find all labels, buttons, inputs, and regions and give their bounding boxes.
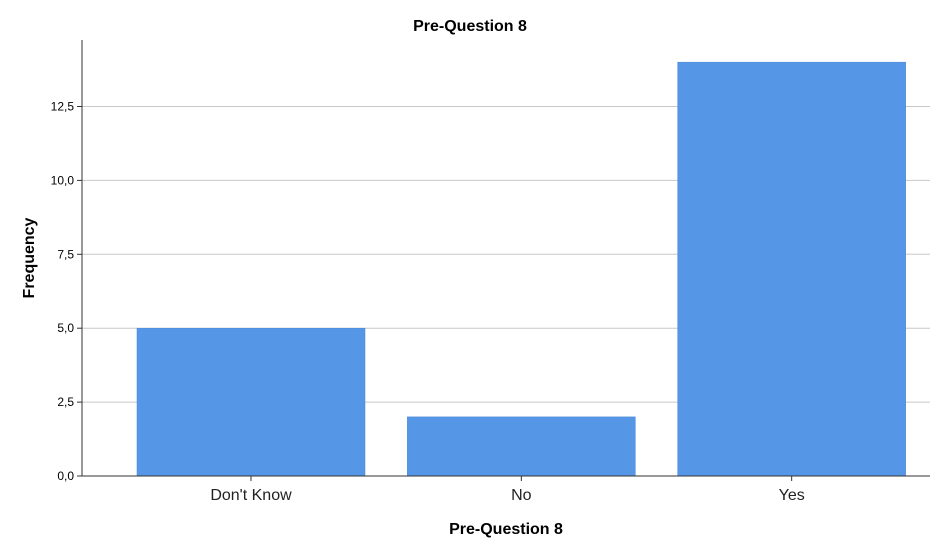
axes [81, 40, 930, 477]
y-axis-label: Frequency [21, 217, 38, 298]
bar [407, 416, 636, 477]
x-tick-label: Yes [779, 487, 805, 504]
y-tick-label: 0,0 [57, 469, 74, 483]
bar [136, 327, 366, 477]
x-axis-label: Pre-Question 8 [449, 521, 563, 538]
y-tick-label: 5,0 [57, 321, 74, 335]
x-tick-label: No [511, 487, 532, 504]
x-tick-label: Don't Know [210, 487, 292, 504]
bar [677, 61, 906, 477]
y-tick-label: 2,5 [57, 395, 74, 409]
y-tick-label: 12,5 [51, 100, 75, 114]
y-tick-label: 7,5 [57, 247, 74, 261]
y-axis-ticks: 0,0 2,5 5,0 7,5 10,0 12,5 [51, 100, 82, 483]
bars [136, 61, 906, 477]
chart-title: Pre-Question 8 [413, 18, 527, 35]
x-axis-ticks: Don't Know No Yes [210, 476, 805, 504]
y-tick-label: 10,0 [51, 173, 75, 187]
